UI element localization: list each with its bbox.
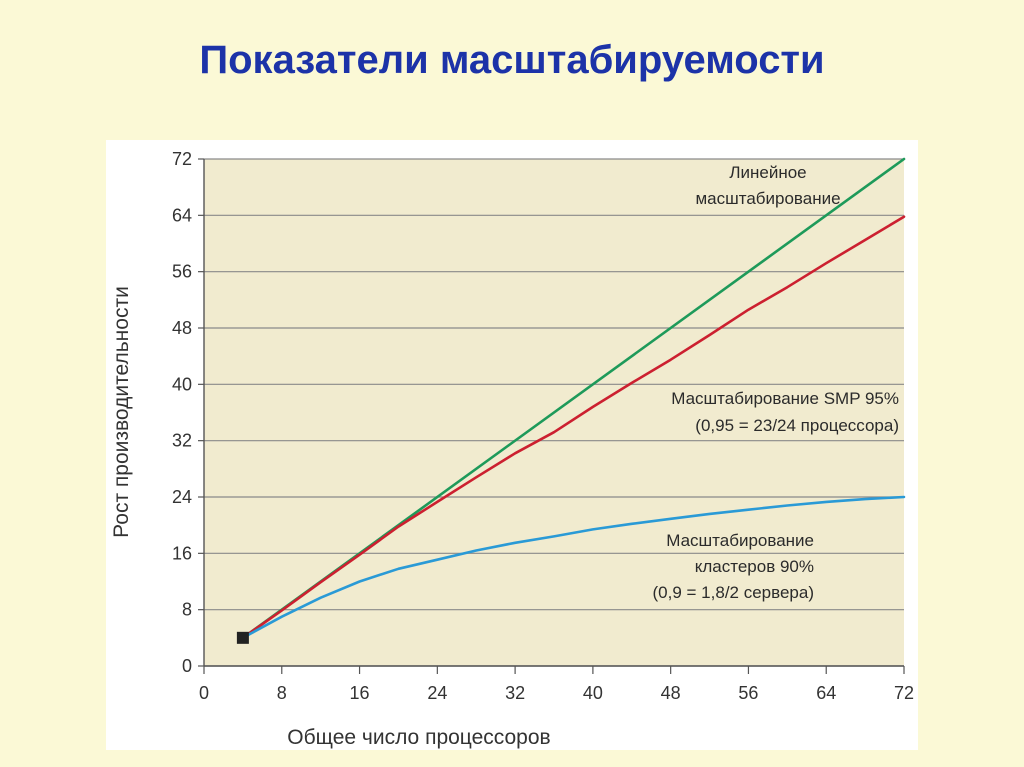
xtick-label-72: 72	[894, 683, 914, 703]
ytick-label-8: 8	[182, 600, 192, 620]
xtick-label-8: 8	[277, 683, 287, 703]
chart-container: 0 8 16 24 32 40 48 56 64 72 0 8 16 24 32 40 48 56 64 72 Общ…	[106, 140, 918, 750]
annotation-cluster-line1: Масштабирование	[666, 531, 814, 550]
annotation-cluster-line2: кластеров 90%	[695, 557, 814, 576]
annotation-smp-line2: (0,95 = 23/24 процессора)	[695, 416, 899, 435]
ytick-label-56: 56	[172, 262, 192, 282]
scalability-chart: 0 8 16 24 32 40 48 56 64 72 0 8 16 24 32 40 48 56 64 72 Общ…	[110, 149, 914, 749]
xtick-label-64: 64	[816, 683, 836, 703]
xtick-label-24: 24	[427, 683, 447, 703]
xtick-label-56: 56	[738, 683, 758, 703]
series-lines	[241, 157, 906, 640]
ytick-label-32: 32	[172, 431, 192, 451]
ytick-label-0: 0	[182, 656, 192, 676]
gridlines	[198, 158, 905, 674]
y-axis-label: Рост производительности	[110, 286, 133, 538]
ytick-label-48: 48	[172, 318, 192, 338]
annotation-linear-line1: Линейное	[729, 163, 806, 182]
cluster-scaling-line	[241, 495, 906, 640]
xtick-label-48: 48	[661, 683, 681, 703]
x-axis-label: Общее число процессоров	[287, 726, 550, 749]
ytick-label-40: 40	[172, 374, 192, 394]
xtick-label-40: 40	[583, 683, 603, 703]
tick-labels: 0 8 16 24 32 40 48 56 64 72 0 8 16 24 32 40 48 56 64 72	[172, 149, 914, 703]
xtick-label-32: 32	[505, 683, 525, 703]
ytick-label-16: 16	[172, 543, 192, 563]
start-marker	[236, 631, 249, 644]
annotation-cluster-line3: (0,9 = 1,8/2 сервера)	[653, 583, 814, 602]
xtick-label-16: 16	[350, 683, 370, 703]
ytick-label-24: 24	[172, 487, 192, 507]
ytick-label-72: 72	[172, 149, 192, 169]
smp-scaling-line	[241, 215, 906, 640]
annotation-linear-line2: масштабирование	[695, 189, 840, 208]
slide-title: Показатели масштабируемости	[199, 38, 825, 82]
xtick-label-0: 0	[199, 683, 209, 703]
annotation-smp-line1: Масштабирование SMP 95%	[671, 389, 899, 408]
ytick-label-64: 64	[172, 205, 192, 225]
